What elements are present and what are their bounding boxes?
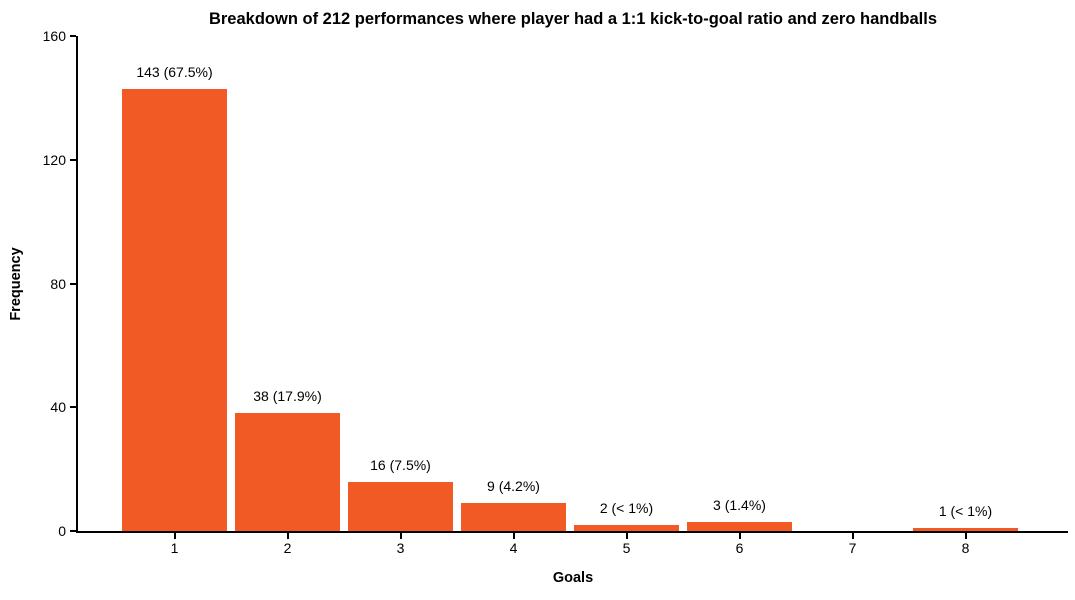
chart-title: Breakdown of 212 performances where play…: [208, 10, 938, 28]
x-tick: [964, 533, 967, 539]
x-tick: [286, 533, 289, 539]
bar-goals-8: [913, 527, 1018, 531]
x-tick: [625, 533, 628, 539]
x-tick-label: 2: [283, 540, 292, 556]
bar-value-label: 16 (7.5%): [370, 456, 431, 473]
y-tick-label: 160: [42, 28, 66, 44]
x-tick: [399, 533, 402, 539]
bar-goals-1: [122, 88, 227, 531]
x-tick-label: 1: [170, 540, 179, 556]
x-tick-label: 4: [509, 540, 518, 556]
x-tick-label: 5: [622, 540, 631, 556]
bar-value-label: 1 (< 1%): [938, 502, 993, 519]
bar-goals-2: [235, 413, 340, 531]
y-tick-label: 0: [58, 523, 66, 539]
x-tick-label: 8: [961, 540, 970, 556]
bar-value-label: 143 (67.5%): [136, 63, 213, 80]
x-tick: [512, 533, 515, 539]
bar-goals-5: [574, 524, 679, 531]
bar-goals-4: [461, 503, 566, 531]
y-tick-label: 80: [50, 275, 66, 292]
y-tick: [70, 158, 76, 161]
x-tick: [173, 533, 176, 539]
bar-value-label: 3 (1.4%): [713, 496, 766, 513]
x-axis-line: [76, 531, 1068, 533]
y-tick: [70, 406, 76, 409]
y-axis-line: [76, 36, 78, 533]
y-tick: [70, 282, 76, 285]
bar-value-label: 9 (4.2%): [487, 478, 540, 495]
y-tick: [70, 35, 76, 37]
x-tick: [851, 533, 854, 539]
bar-value-label: 38 (17.9%): [253, 388, 322, 405]
x-tick-label: 7: [848, 540, 857, 556]
x-tick: [738, 533, 741, 539]
bar-value-label: 2 (< 1%): [599, 499, 654, 516]
bar-goals-6: [687, 521, 792, 531]
bar-goals-3: [348, 481, 453, 531]
x-tick-label: 6: [735, 540, 744, 556]
y-tick: [70, 530, 76, 532]
x-axis-label: Goals: [552, 570, 594, 586]
y-tick-label: 40: [50, 399, 66, 416]
y-tick-label: 120: [42, 151, 66, 168]
x-tick-label: 3: [396, 540, 405, 556]
